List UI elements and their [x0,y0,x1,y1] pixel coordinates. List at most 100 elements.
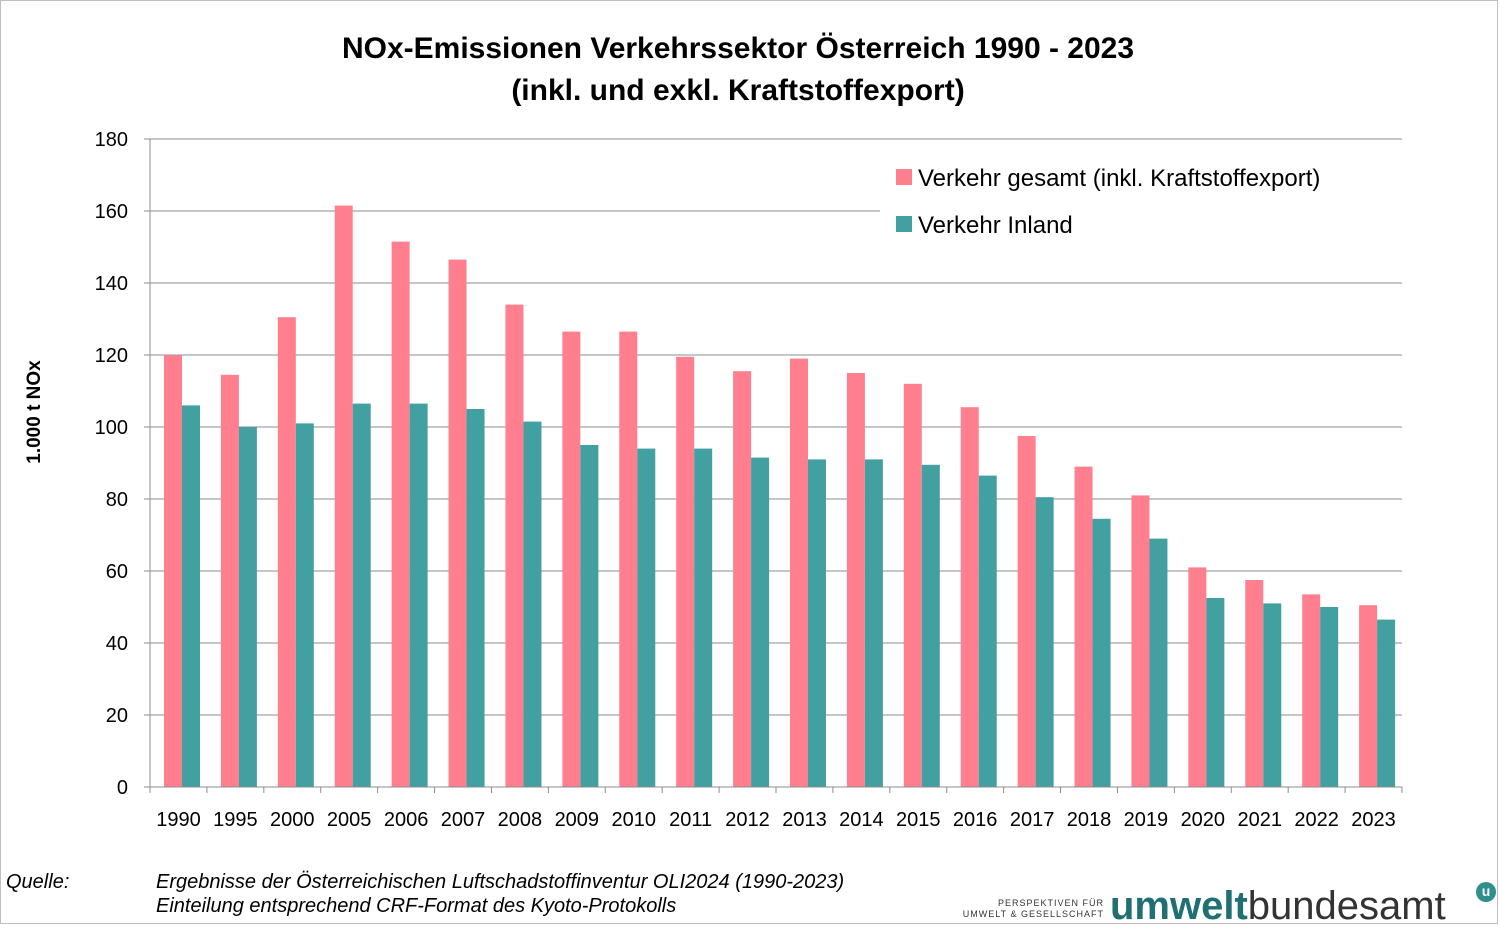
bar-inland-2023 [1377,619,1396,787]
x-tick-label: 2007 [441,809,486,831]
bar-inland-2011 [694,448,713,787]
bar-inland-2005 [352,403,371,787]
y-tick-label: 100 [95,417,128,439]
legend-swatch-1 [896,216,912,232]
y-tick-label: 40 [106,633,128,655]
x-tick-label: 2013 [782,809,827,831]
logo-word-bundesamt: bundesamt [1247,884,1446,928]
bar-gesamt-2022 [1302,594,1321,787]
bar-gesamt-2021 [1245,580,1264,787]
bar-gesamt-2009 [562,331,581,787]
x-tick-label: 2023 [1351,809,1396,831]
bar-gesamt-2017 [1017,436,1036,787]
legend-background [880,150,1402,260]
bar-inland-2019 [1149,538,1168,787]
y-axis-label: 1.000 t NOx [24,360,45,464]
y-tick-label: 20 [106,705,128,727]
bar-gesamt-2000 [277,317,296,787]
chart-title-line1: NOx-Emissionen Verkehrssektor Österreich… [341,32,1135,65]
x-tick-label: 2022 [1294,809,1339,831]
bar-gesamt-2020 [1188,567,1207,787]
y-tick-label: 140 [95,273,128,295]
bar-gesamt-2013 [790,358,808,787]
legend-swatch-0 [896,169,912,185]
logo-word-umwelt: umwelt [1110,884,1248,928]
legend-label-1: Verkehr Inland [918,212,1073,239]
bar-gesamt-2006 [391,241,410,788]
y-tick-label: 60 [106,561,128,583]
bar-inland-1990 [182,405,200,787]
bar-inland-2020 [1206,598,1225,787]
bar-inland-2009 [580,445,599,787]
legend: Verkehr gesamt (inkl. Kraftstoffexport) V… [880,150,1402,260]
x-tick-label: 2006 [384,809,429,831]
chart-title: NOx-Emissionen Verkehrssektor Österreich… [0,28,1476,112]
bar-gesamt-1990 [164,355,182,787]
bar-inland-2000 [295,423,314,787]
bar-gesamt-2011 [676,356,695,787]
umweltbundesamt-logo: PERSPEKTIVEN FÜR UMWELT & GESELLSCHAFT u… [940,880,1500,928]
y-tick-labels: 0 20 40 60 80 100 120 140 160 180 [95,129,128,799]
x-tick-labels: 1990 1995 2000 2005 2006 2007 2008 2009 2010 2011… [156,809,1396,831]
bar-gesamt-2018 [1074,466,1093,787]
y-tick-label: 160 [95,201,128,223]
x-tick-label: 2008 [498,809,543,831]
x-tick-label: 2000 [270,809,315,831]
bar-gesamt-2023 [1359,605,1378,787]
x-tick-label: 2017 [1010,809,1055,831]
x-tick-label: 2020 [1181,809,1226,831]
logo-tagline-line1: PERSPEKTIVEN FÜR [997,898,1104,908]
x-tick-label: 2015 [896,809,941,831]
bar-inland-2008 [523,421,542,787]
bar-gesamt-2010 [619,331,638,787]
y-tick-label: 0 [117,777,128,799]
x-tick-label: 2016 [953,809,998,831]
bar-inland-1995 [238,427,257,787]
legend-label-0: Verkehr gesamt (inkl. Kraftstoffexport) [918,165,1320,192]
bar-gesamt-1995 [220,374,239,787]
bar-gesamt-2012 [733,371,752,787]
x-tick-label: 1990 [156,809,201,831]
x-tick-label: 2009 [555,809,600,831]
logo-mark-icon: u [1476,882,1496,902]
bar-inland-2010 [637,448,656,787]
bar-gesamt-2005 [334,205,353,788]
bar-inland-2022 [1320,607,1339,787]
bar-gesamt-2007 [448,259,467,788]
x-tick-label: 2019 [1124,809,1169,831]
bar-inland-2018 [1092,518,1111,787]
source-line1: Ergebnisse der Österreichischen Luftscha… [156,871,845,893]
bar-inland-2007 [466,409,485,787]
bar-inland-2013 [808,459,826,787]
bar-inland-2016 [978,475,997,787]
x-tick-label: 2014 [839,809,884,831]
bar-gesamt-2008 [505,304,524,787]
y-tick-label: 120 [95,345,128,367]
bar-inland-2017 [1035,497,1054,787]
axes [144,138,1403,793]
x-tick-label: 2011 [669,809,712,831]
bar-gesamt-2019 [1131,495,1150,787]
bar-gesamt-2014 [846,373,865,787]
logo-tagline: PERSPEKTIVEN FÜR UMWELT & GESELLSCHAFT [940,898,1104,920]
x-tick-label: 2021 [1237,809,1282,831]
bar-inland-2015 [921,464,940,787]
bar-gesamt-2015 [903,383,922,787]
x-tick-label: 1995 [213,809,258,831]
y-tick-label: 80 [106,489,128,511]
x-tick-label: 2010 [611,809,656,831]
logo-tagline-line2: UMWELT & GESELLSCHAFT [962,909,1104,919]
bar-inland-2006 [409,403,428,787]
y-tick-label: 180 [95,129,128,151]
logo-wordmark: umweltbundesamt [1110,884,1446,928]
bar-inland-2012 [751,457,770,787]
bar-gesamt-2016 [960,407,979,787]
x-tick-label: 2018 [1067,809,1112,831]
x-tick-label: 2005 [327,809,372,831]
bar-inland-2014 [864,459,883,787]
bars [164,205,1396,788]
chart-title-line2: (inkl. und exkl. Kraftstoffexport) [511,74,965,107]
bar-inland-2021 [1263,603,1282,787]
